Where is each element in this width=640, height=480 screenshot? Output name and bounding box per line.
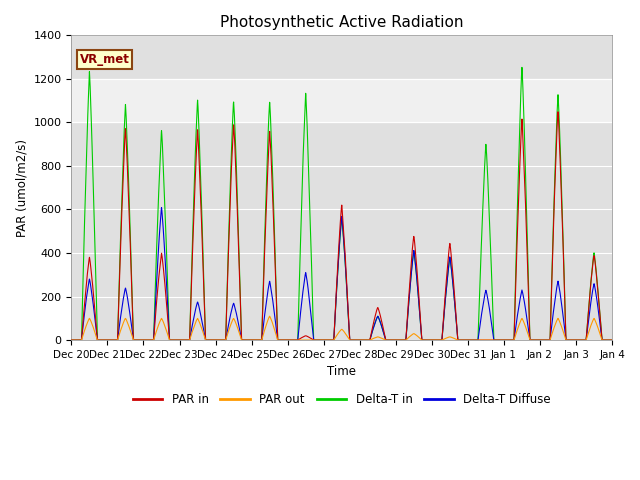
PAR in [417,313,424,319]
PAR out [270,324,278,330]
Line: PAR out: PAR out [72,316,612,340]
PAR in [177,337,185,343]
PAR out [183,337,191,343]
PAR out [417,336,424,342]
Text: VR_met: VR_met [79,53,129,66]
Bar [72,79,612,122]
Delta-T Diffuse [606,337,614,343]
PAR in [608,337,616,343]
PAR out [177,337,185,343]
Delta-T Diffuse [417,318,424,324]
Delta-T Diffuse [177,337,185,343]
Delta-T Diffuse [608,337,616,343]
Delta-T Diffuse [68,337,76,343]
Delta-T in [608,337,616,343]
Line: Delta-T in: Delta-T in [72,67,612,340]
PAR out [493,337,501,343]
Line: PAR in: PAR in [72,112,612,340]
Delta-T in [270,207,278,213]
Delta-T in [183,337,191,343]
Delta-T in [417,317,424,323]
PAR in [270,224,278,229]
PAR out [606,337,614,343]
Y-axis label: PAR (umol/m2/s): PAR (umol/m2/s) [15,139,28,237]
Title: Photosynthetic Active Radiation: Photosynthetic Active Radiation [220,15,463,30]
Delta-T in [177,337,185,343]
Delta-T in [68,337,76,343]
PAR in [606,337,614,343]
Delta-T in [606,337,614,343]
PAR out [68,337,76,343]
Line: Delta-T Diffuse: Delta-T Diffuse [72,207,612,340]
PAR out [266,313,273,319]
Delta-T in [518,64,526,70]
Delta-T Diffuse [493,337,501,343]
PAR out [608,337,616,343]
Delta-T Diffuse [270,306,278,312]
Delta-T Diffuse [157,204,165,210]
Delta-T in [493,337,501,343]
PAR in [183,337,191,343]
Delta-T Diffuse [183,337,191,343]
PAR in [493,337,501,343]
X-axis label: Time: Time [327,365,356,378]
Legend: PAR in, PAR out, Delta-T in, Delta-T Diffuse: PAR in, PAR out, Delta-T in, Delta-T Dif… [128,388,556,410]
PAR in [554,109,562,115]
PAR in [68,337,76,343]
